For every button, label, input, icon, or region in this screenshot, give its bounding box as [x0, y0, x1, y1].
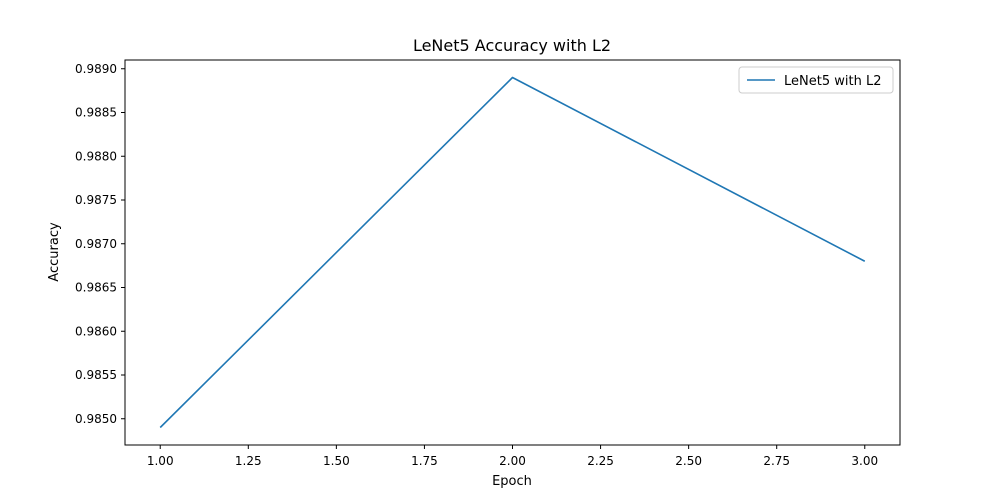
- legend-label: LeNet5 with L2: [784, 74, 881, 89]
- plot-background: [125, 60, 900, 445]
- y-tick-label: 0.9875: [75, 193, 117, 207]
- plot-frame: [124, 59, 901, 446]
- x-tick-label: 2.00: [499, 454, 526, 468]
- x-tick-label: 1.50: [323, 454, 350, 468]
- x-tick-label: 3.00: [851, 454, 878, 468]
- x-tick-label: 1.75: [411, 454, 438, 468]
- y-axis-label: Accuracy: [47, 222, 62, 282]
- y-tick-label: 0.9870: [75, 237, 117, 251]
- x-tick-label: 2.50: [675, 454, 702, 468]
- y-tick-label: 0.9885: [75, 106, 117, 120]
- series-line: [159, 76, 866, 429]
- x-axis-label: Epoch: [492, 474, 532, 489]
- chart-title: LeNet5 Accuracy with L2: [413, 36, 611, 55]
- legend-box: [738, 66, 894, 94]
- plot-area: [125, 60, 900, 445]
- y-axis-ticks: 0.9850 0.9855 0.9860 0.9865 0.9870 0.9875 0.98…: [75, 62, 125, 426]
- x-tick-label: 2.75: [763, 454, 790, 468]
- y-tick-label: 0.9865: [75, 281, 117, 295]
- x-tick-label: 1.25: [235, 454, 262, 468]
- legend: LeNet5 with L2: [738, 66, 894, 94]
- y-tick-label: 0.9880: [75, 149, 117, 163]
- series-group: [159, 76, 866, 429]
- x-tick-label: 1.00: [147, 454, 174, 468]
- y-tick-label: 0.9855: [75, 368, 117, 382]
- x-tick-label: 2.25: [587, 454, 614, 468]
- y-tick-label: 0.9850: [75, 412, 117, 426]
- x-axis-ticks: 1.00 1.25 1.50 1.75 2.00 2.25 2.50 2.75 3.00: [147, 445, 878, 468]
- y-tick-label: 0.9860: [75, 324, 117, 338]
- y-tick-label: 0.9890: [75, 62, 117, 76]
